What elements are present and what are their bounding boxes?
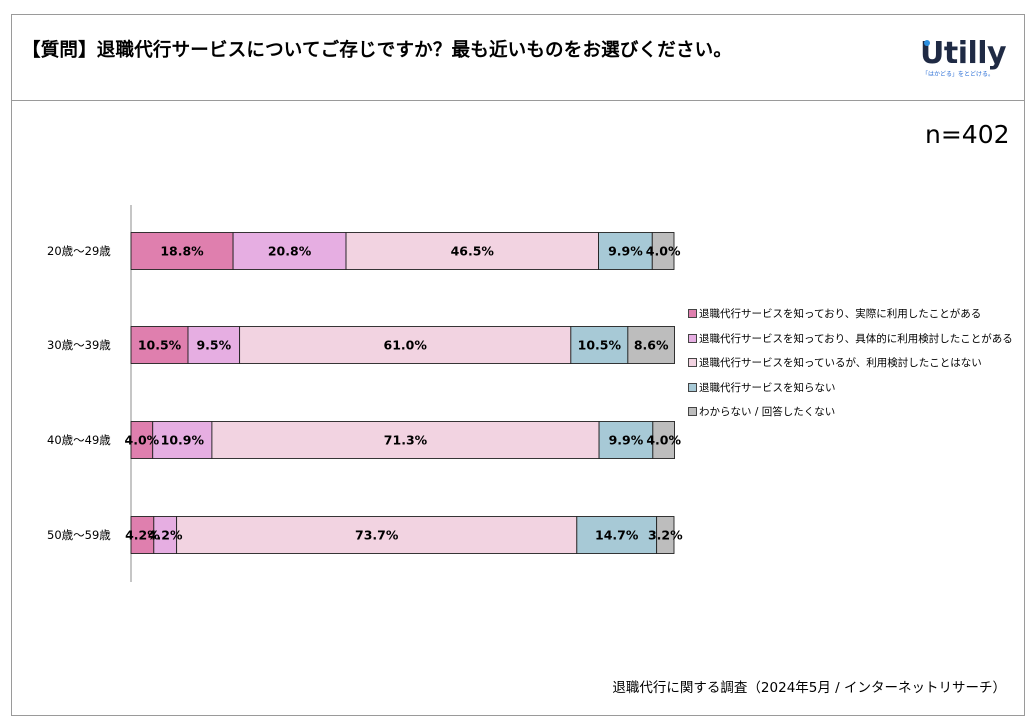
bar-segment (211, 421, 600, 459)
data-label: 10.5% (578, 338, 622, 353)
legend-label: 退職代行サービスを知っているが、利用検討したことはない (699, 357, 982, 369)
bar-segment (652, 421, 675, 459)
bar-segment (239, 326, 572, 364)
bar-segment (152, 421, 213, 459)
category-label: 50歳～59歳 (47, 528, 111, 542)
sample-size: n=402 (925, 120, 1010, 149)
data-label: 4.0% (646, 433, 681, 448)
data-label: 61.0% (384, 338, 428, 353)
logo-dot-icon (924, 40, 930, 46)
data-label: 4.0% (646, 244, 681, 259)
data-label: 9.5% (196, 338, 231, 353)
data-label: 71.3% (384, 433, 428, 448)
bar-segment (187, 326, 241, 364)
data-label: 10.5% (138, 338, 182, 353)
data-label: 9.9% (609, 433, 644, 448)
bar-segment (656, 516, 675, 554)
page-title: 【質問】退職代行サービスについてご存じですか？最も近いものをお選びください。 (22, 40, 733, 61)
data-label: 3.2% (648, 528, 683, 543)
logo-text: Utilly (920, 36, 1007, 71)
legend-label: 退職代行サービスを知っており、実際に利用したことがある (699, 308, 982, 320)
legend-swatch (688, 309, 697, 318)
bar-segment (627, 326, 675, 364)
data-label: 8.6% (634, 338, 669, 353)
legend-swatch (688, 333, 697, 343)
bar-segment (130, 326, 189, 364)
data-label: 14.7% (595, 528, 639, 543)
data-label: 73.7% (355, 528, 399, 543)
category-label: 30歳～39歳 (47, 338, 111, 352)
chart-frame (11, 14, 1025, 716)
bar-segment (576, 516, 658, 554)
logo-tagline: 「はかどる」をとどける。 (922, 71, 995, 78)
legend-label: 退職代行サービスを知っており、具体的に利用検討したことがある (699, 332, 1013, 345)
legend-label: わからない / 回答したくない (699, 406, 836, 418)
legend-label: 退職代行サービスを知らない (699, 381, 836, 394)
bar-segment (651, 232, 675, 270)
bar-segment (232, 232, 347, 270)
data-label: 18.8% (160, 244, 204, 259)
data-label: 10.9% (161, 433, 205, 448)
utilly-logo[interactable]: Utilly 「はかどる」をとどける。 (920, 36, 1010, 80)
bar-segment (345, 232, 599, 270)
bar-segment (130, 232, 234, 270)
data-label: 9.9% (608, 244, 643, 259)
legend-swatch (688, 407, 697, 416)
data-label: 4.2% (125, 528, 160, 543)
data-label: 4.2% (148, 528, 183, 543)
category-label: 20歳～29歳 (47, 244, 111, 258)
legend-swatch (688, 358, 697, 367)
legend-swatch (688, 382, 697, 392)
bar-segment (598, 232, 653, 270)
header (11, 14, 1025, 101)
data-label: 4.0% (125, 433, 160, 448)
source-note: 退職代行に関する調査（2024年5月 / インターネットリサーチ） (612, 680, 1006, 696)
data-label: 20.8% (268, 244, 312, 259)
bar-segment (570, 326, 629, 364)
bar-segment (176, 516, 578, 554)
category-label: 40歳～49歳 (47, 433, 111, 447)
bar-segment (598, 421, 654, 459)
data-label: 46.5% (451, 244, 495, 259)
